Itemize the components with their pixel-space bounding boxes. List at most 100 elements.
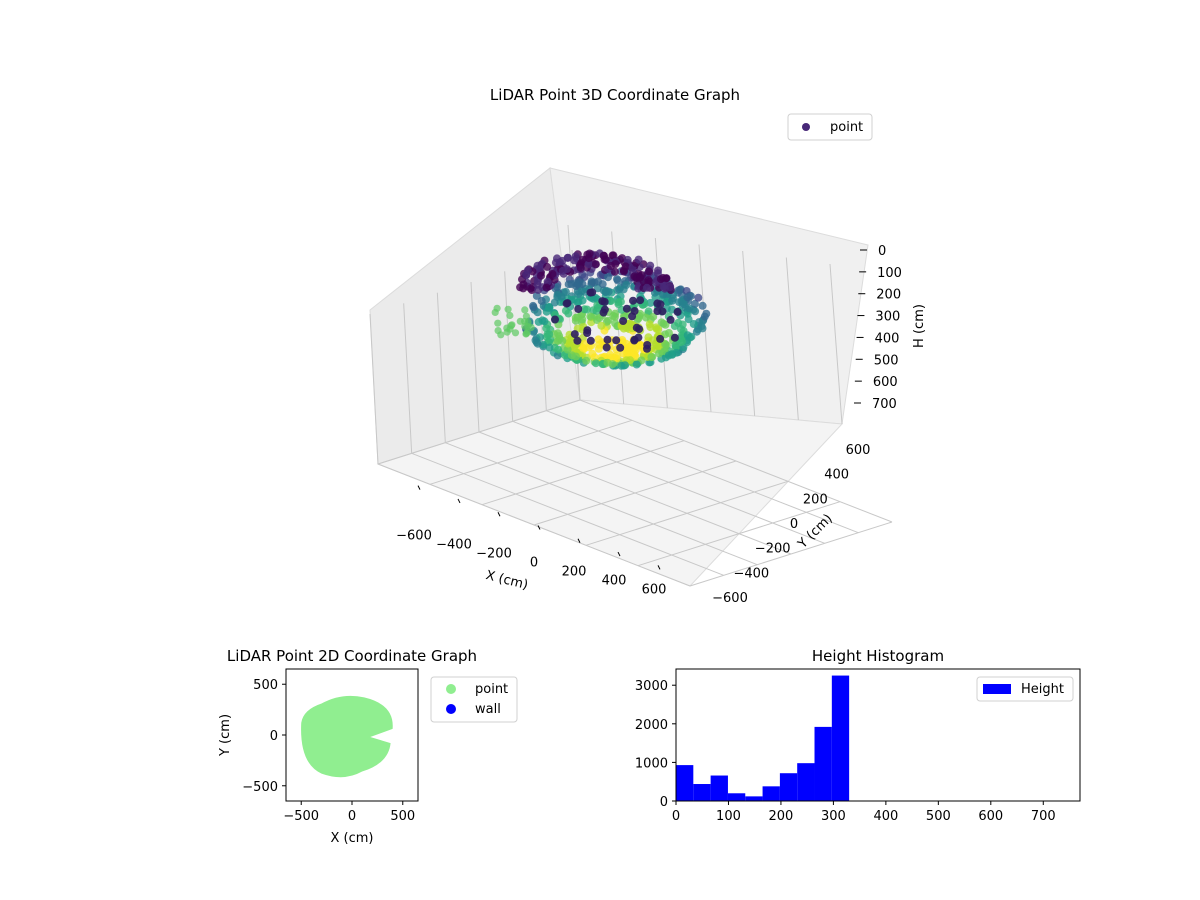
cloud-point	[644, 267, 653, 276]
cloud-point	[533, 280, 542, 289]
cloud-point	[532, 291, 541, 300]
z-tick-label-3d: 100	[877, 266, 902, 281]
cloud-point	[587, 277, 596, 286]
cloud-point	[635, 341, 644, 350]
x-tick-label-histogram: 600	[978, 809, 1003, 824]
cloud-point	[598, 280, 607, 289]
cloud-point	[497, 331, 505, 339]
y-tick-label-2d: 500	[253, 678, 278, 693]
cloud-point	[614, 298, 623, 307]
cloud-point	[601, 288, 610, 296]
cloud-point	[630, 307, 639, 315]
cloud-point	[612, 351, 621, 360]
cloud-point	[558, 336, 567, 345]
cloud-point	[670, 333, 679, 342]
histogram-title: Height Histogram	[812, 647, 944, 665]
cloud-point	[599, 251, 608, 260]
cloud-point	[542, 307, 551, 316]
cloud-point	[533, 339, 542, 348]
y-axis-ticks-histogram: 0 1000 2000 3000	[635, 679, 676, 810]
histogram-bars	[676, 675, 850, 801]
cloud-point	[569, 295, 578, 304]
y-axis-label-2d: Y (cm)	[218, 714, 233, 757]
cloud-point	[571, 279, 580, 288]
cloud-point	[599, 308, 608, 317]
cloud-point	[574, 305, 583, 313]
cloud-point	[690, 299, 699, 308]
cloud-point	[647, 353, 656, 362]
cloud-point	[524, 318, 532, 326]
cloud-point	[527, 323, 535, 331]
cloud-point	[588, 288, 597, 297]
cloud-point	[644, 307, 653, 316]
cloud-point	[511, 329, 520, 337]
y-tick-label-3d: 600	[846, 443, 871, 458]
cloud-point	[702, 309, 711, 318]
cloud-point	[613, 275, 621, 284]
z-tick-label-3d: 300	[875, 310, 900, 325]
cloud-point	[634, 255, 643, 264]
legend-3d-label: point	[830, 120, 863, 135]
cloud-point	[622, 281, 631, 289]
point-cloud-3d	[491, 249, 711, 370]
cloud-point	[661, 339, 670, 348]
cloud-point	[545, 343, 554, 352]
z-tick-label-3d: 200	[876, 288, 901, 303]
cloud-point	[676, 338, 685, 347]
cloud-point	[507, 322, 515, 330]
y-tick-label-3d: 400	[824, 468, 849, 483]
chart-2d-title: LiDAR Point 2D Coordinate Graph	[227, 647, 477, 665]
cloud-point	[645, 320, 654, 329]
cloud-point	[622, 304, 631, 313]
cloud-point	[533, 261, 542, 270]
cloud-point	[580, 305, 589, 314]
cloud-point	[632, 360, 641, 369]
cloud-point	[592, 306, 601, 315]
cloud-point	[570, 330, 579, 339]
x-tick-label-2d: 0	[348, 809, 356, 824]
cloud-point	[572, 352, 580, 361]
cloud-point	[529, 303, 538, 312]
histogram-bar	[814, 726, 832, 801]
cloud-point	[652, 323, 661, 332]
cloud-point	[565, 338, 574, 347]
cloud-point	[656, 275, 665, 284]
x-tick-label-3d: 600	[642, 583, 667, 598]
cloud-point	[545, 330, 554, 339]
cloud-point	[583, 250, 592, 259]
histogram-bar	[676, 765, 694, 801]
cloud-point	[548, 270, 557, 278]
cloud-point	[563, 345, 572, 354]
cloud-point	[602, 343, 611, 352]
cloud-point	[606, 261, 615, 270]
cloud-point	[616, 343, 625, 352]
cloud-point	[629, 296, 637, 305]
x-tick-label-histogram: 500	[926, 809, 951, 824]
cloud-point	[600, 297, 609, 306]
cloud-point	[504, 305, 512, 313]
point-region	[301, 695, 393, 778]
y-tick-label-3d: 0	[790, 517, 798, 532]
cloud-point	[649, 312, 658, 321]
y-tick-label-3d: −400	[733, 566, 769, 581]
cloud-point	[579, 343, 588, 352]
cloud-point	[586, 312, 595, 321]
cloud-point	[661, 320, 670, 329]
legend-point-marker	[446, 684, 456, 694]
cloud-point	[526, 284, 535, 293]
height-histogram: Height Histogram 0 100 200 300 400 500 600 700 …	[635, 647, 1081, 824]
cloud-point	[634, 314, 643, 323]
cloud-point	[558, 266, 567, 275]
cloud-point	[553, 329, 562, 338]
cloud-point	[543, 262, 552, 271]
cloud-point	[685, 304, 694, 313]
y-tick-label-3d: −600	[712, 591, 748, 606]
cloud-point	[493, 304, 501, 312]
point-cloud-2d	[301, 695, 393, 778]
cloud-point	[584, 260, 593, 269]
cloud-point	[604, 273, 612, 282]
x-tick-label-3d: −200	[476, 547, 512, 562]
cloud-point	[506, 311, 514, 320]
cloud-point	[588, 349, 597, 358]
legend-height-label: Height	[1021, 682, 1064, 697]
